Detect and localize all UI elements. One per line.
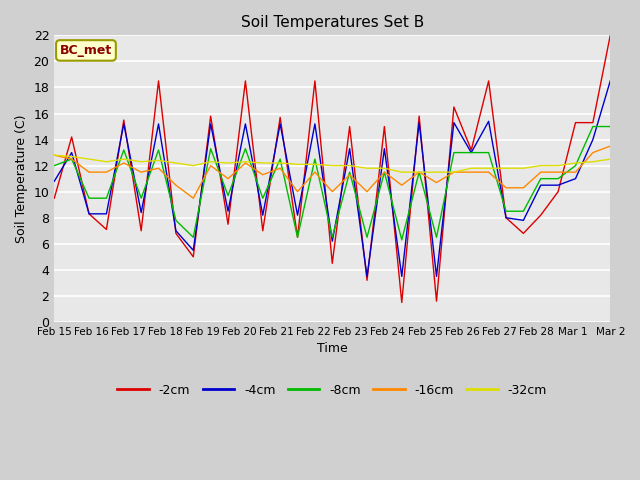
Text: BC_met: BC_met: [60, 44, 112, 57]
Title: Soil Temperatures Set B: Soil Temperatures Set B: [241, 15, 424, 30]
X-axis label: Time: Time: [317, 342, 348, 355]
Legend: -2cm, -4cm, -8cm, -16cm, -32cm: -2cm, -4cm, -8cm, -16cm, -32cm: [113, 379, 552, 402]
Y-axis label: Soil Temperature (C): Soil Temperature (C): [15, 114, 28, 243]
